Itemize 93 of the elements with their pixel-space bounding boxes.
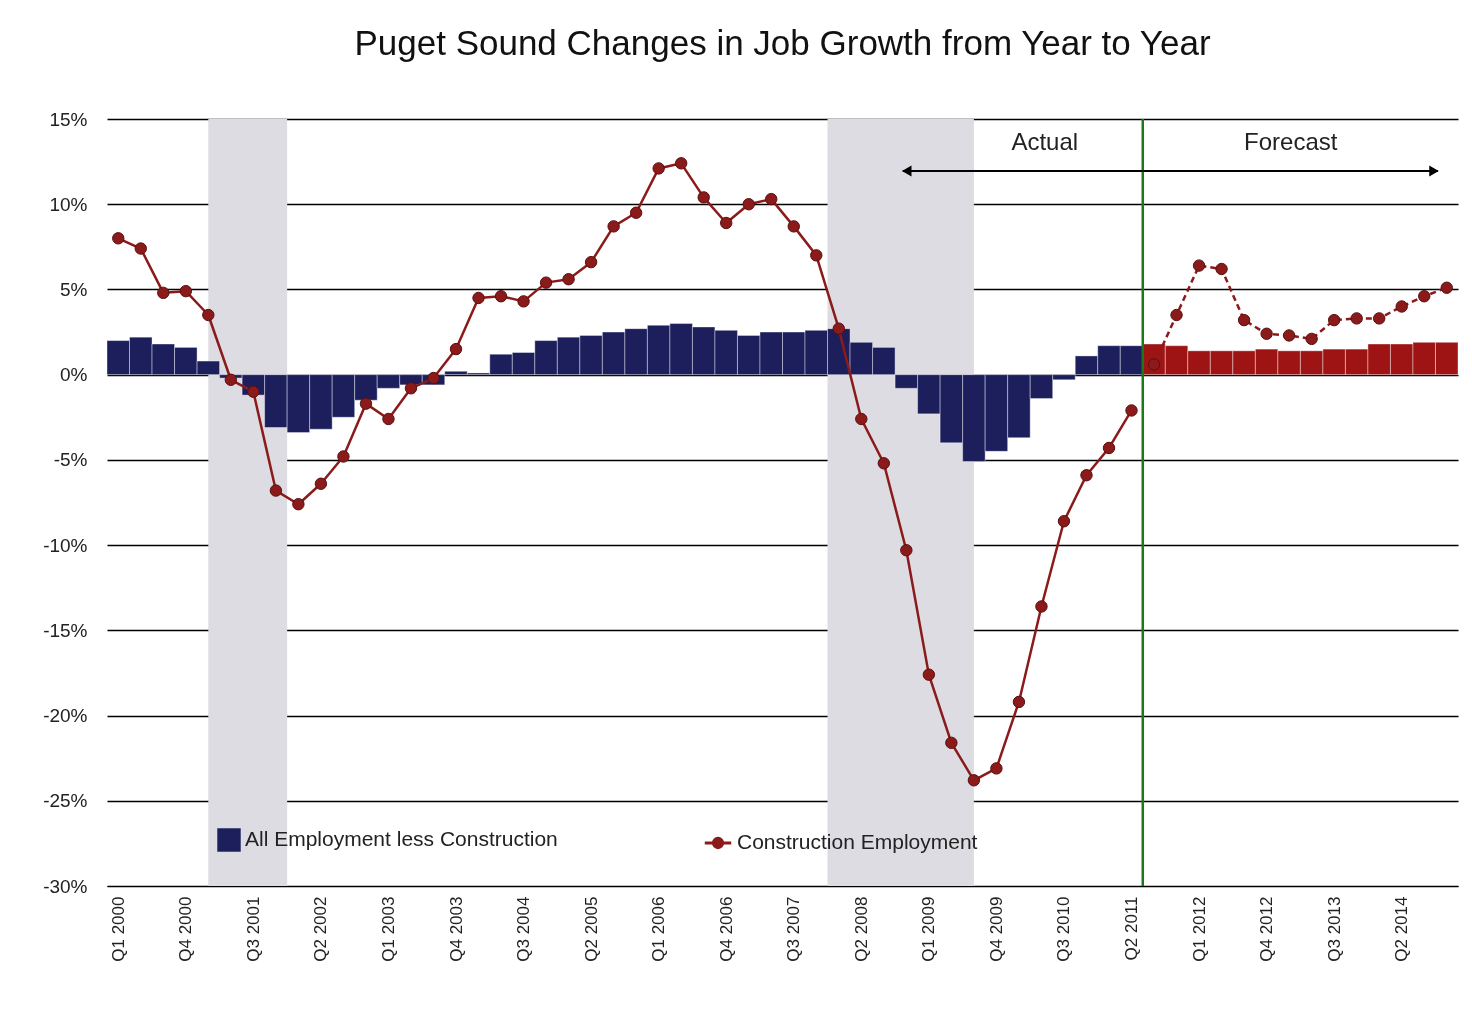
point (1372, 312, 1386, 325)
point (224, 373, 238, 386)
point (1192, 259, 1206, 272)
point (674, 157, 688, 170)
x-tick-label: Q3 2010 (1054, 896, 1074, 962)
point (539, 276, 553, 289)
point (517, 295, 530, 308)
point (562, 273, 575, 286)
point (449, 342, 463, 356)
point (472, 291, 485, 305)
x-tick-label: Q4 2006 (716, 896, 736, 962)
x-tick-label: Q1 2006 (649, 896, 669, 962)
point (1282, 329, 1296, 342)
x-tick-label: Q2 2014 (1392, 896, 1412, 962)
x-tick-label: Q1 2012 (1189, 896, 1209, 962)
point (832, 322, 845, 335)
y-tick-label: 5% (60, 278, 88, 300)
y-tick-label: -10% (43, 534, 88, 556)
point (1035, 600, 1048, 613)
point (404, 382, 418, 395)
point (427, 371, 440, 385)
y-tick-label: -20% (43, 705, 88, 727)
point (1215, 262, 1228, 276)
y-tick-label: -30% (43, 875, 88, 897)
x-tick-label: Q3 2004 (514, 896, 534, 962)
point (584, 255, 598, 269)
point (337, 450, 350, 463)
y-tick-label: 10% (49, 193, 88, 215)
point (810, 249, 823, 262)
point (1418, 290, 1431, 303)
y-tick-label: 0% (60, 364, 88, 386)
point (359, 397, 373, 410)
point (1102, 441, 1116, 455)
point (742, 198, 755, 211)
point (134, 242, 147, 255)
point (1327, 313, 1341, 327)
x-tick-label: Q2 2005 (581, 896, 601, 962)
x-tick-label: Q4 2009 (986, 896, 1006, 962)
x-tick-label: Q4 2000 (176, 896, 196, 962)
point (945, 736, 958, 750)
point (697, 191, 710, 204)
point (1440, 281, 1453, 294)
point (1125, 404, 1138, 417)
point (382, 412, 395, 426)
point (494, 290, 508, 303)
y-tick-label: -15% (43, 619, 88, 641)
x-tick-label: Q3 2001 (243, 896, 263, 962)
x-tick-label: Q3 2013 (1324, 896, 1344, 962)
annotation: Forecast (1244, 128, 1338, 155)
point (855, 412, 868, 426)
legend-label: Construction Employment (737, 830, 978, 853)
point (900, 544, 913, 557)
point (202, 308, 215, 322)
y-tick-label: -25% (43, 790, 88, 812)
point (922, 668, 936, 681)
point (314, 477, 328, 490)
point (1237, 313, 1251, 327)
chart-title: Puget Sound Changes in Job Growth from Year to Year (354, 23, 1211, 62)
point (1260, 327, 1273, 340)
x-tick-label: Q2 2008 (851, 896, 871, 962)
point (990, 762, 1003, 775)
point (1305, 332, 1318, 346)
x-tick-label: Q1 2003 (378, 896, 398, 962)
annotation: Actual (1011, 128, 1079, 155)
point (787, 220, 800, 233)
point (1080, 469, 1093, 482)
x-tick-label: Q1 2000 (108, 896, 128, 962)
point (269, 484, 283, 497)
point (292, 498, 305, 511)
point (1170, 308, 1183, 322)
x-tick-label: Q3 2007 (784, 896, 804, 962)
point (720, 216, 733, 230)
point (1012, 695, 1026, 709)
y-tick-label: -5% (53, 449, 88, 471)
point (1395, 300, 1408, 313)
point (1350, 312, 1363, 325)
point (112, 232, 125, 245)
point (967, 774, 981, 787)
x-tick-label: Q4 2003 (446, 896, 466, 962)
x-tick-label: Q2 2002 (311, 896, 331, 962)
point (629, 206, 643, 219)
legend-label: All Employment less Construction (245, 827, 558, 850)
point (1057, 515, 1071, 528)
x-tick-label: Q4 2012 (1257, 896, 1277, 962)
point (607, 220, 620, 233)
x-tick-label: Q2 2011 (1122, 896, 1142, 961)
point (157, 286, 170, 300)
point (765, 192, 778, 206)
point (179, 284, 193, 298)
x-tick-label: Q1 2009 (919, 896, 939, 962)
point (877, 457, 891, 470)
y-tick-label: 15% (49, 108, 88, 130)
point (652, 162, 665, 175)
